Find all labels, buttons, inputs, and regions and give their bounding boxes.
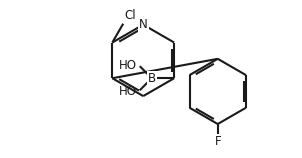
Text: Cl: Cl [125,9,137,21]
Text: HO: HO [119,59,137,72]
Text: F: F [214,135,221,148]
Text: B: B [148,72,156,85]
Text: N: N [139,18,148,31]
Text: HO: HO [119,85,137,98]
